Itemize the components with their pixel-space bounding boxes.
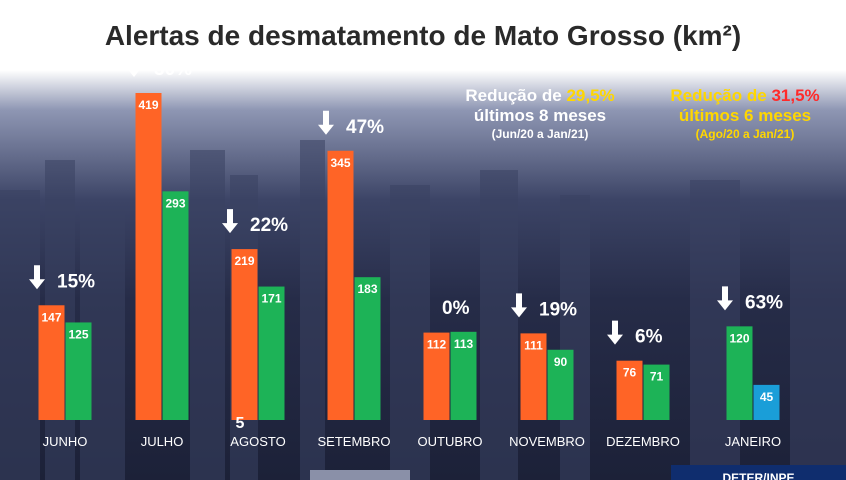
data-label-janeiro-1: 120 (729, 331, 749, 345)
chart-title: Alertas de desmatamento de Mato Grosso (… (104, 20, 742, 51)
change-label-janeiro: 63% (745, 292, 783, 313)
annotation-left-period: últimos 8 meses (473, 106, 607, 126)
annotation-left-value: 29,5% (566, 86, 615, 105)
bar-outubro-series-0 (423, 332, 450, 420)
data-label-setembro-1: 183 (357, 282, 377, 296)
bar-setembro-series-1 (354, 277, 381, 420)
tick-label-agosto: AGOSTO (230, 434, 285, 449)
tick-label-janeiro: JANEIRO (725, 434, 781, 449)
tick-label-julho: JULHO (141, 434, 184, 449)
tick-label-junho: JUNHO (43, 434, 88, 449)
data-label-julho-1: 293 (165, 196, 185, 210)
annotation-left-range: (Jun/20 a Jan/21) (491, 126, 589, 141)
data-label-junho-0: 147 (41, 310, 61, 324)
tick-label-setembro: SETEMBRO (318, 434, 391, 449)
data-label-novembro-1: 90 (554, 355, 568, 369)
data-label-agosto-1: 171 (261, 292, 281, 306)
data-label-agosto-0: 219 (234, 254, 254, 268)
down-arrow-icon (126, 53, 142, 77)
data-label-outubro-0: 112 (427, 338, 447, 352)
bar-julho-series-0 (135, 93, 162, 420)
bar-dezembro-series-1 (643, 364, 670, 420)
bar-setembro-series-0 (327, 150, 354, 421)
change-label-junho: 15% (57, 271, 95, 292)
bar-dezembro-series-0 (616, 360, 643, 420)
source-badge: DETER/INPE (671, 465, 846, 480)
data-label-junho-1: 125 (68, 327, 88, 341)
annotation-right-range: (Ago/20 a Jan/21) (695, 126, 795, 141)
down-arrow-icon (717, 286, 733, 311)
change-label-julho: 30% (154, 59, 192, 80)
bottom-strip (310, 470, 410, 480)
change-label-novembro: 19% (539, 299, 577, 320)
change-label-outubro: 0% (442, 298, 470, 319)
bar-agosto-series-0 (231, 249, 258, 420)
bar-agosto-series-1 (258, 286, 285, 420)
bar-novembro-series-0 (520, 333, 547, 420)
data-label-setembro-0: 345 (330, 156, 350, 170)
annotation-right-value: 31,5% (771, 86, 820, 105)
reduction-annotation-8-months: Redução de 29,5% últimos 8 meses (Jun/20… (440, 86, 640, 141)
tick-label-novembro: NOVEMBRO (509, 434, 585, 449)
bar-janeiro-series-1 (726, 326, 753, 420)
data-label-outubro-1: 113 (454, 337, 474, 351)
bar-julho-series-1 (162, 191, 189, 420)
annotation-right-prefix: Redução de (670, 86, 772, 105)
annotation-left-prefix: Redução de (465, 86, 567, 105)
change-label-setembro: 47% (346, 117, 384, 138)
data-label-janeiro-2: 45 (760, 390, 774, 404)
bar-outubro-series-1 (450, 331, 477, 420)
data-label-novembro-0: 111 (524, 338, 543, 352)
data-label-dezembro-0: 76 (623, 366, 637, 380)
change-label-dezembro: 6% (635, 327, 663, 348)
down-arrow-icon (511, 293, 527, 318)
data-label-julho-0: 419 (138, 98, 158, 112)
bar-janeiro-series-2 (753, 384, 780, 420)
tick-label-dezembro: DEZEMBRO (606, 434, 680, 449)
down-arrow-icon (318, 110, 334, 135)
stray-label: 5 (236, 415, 245, 432)
tick-label-outubro: OUTUBRO (418, 434, 483, 449)
bar-novembro-series-1 (547, 349, 574, 420)
reduction-annotation-6-months: Redução de 31,5% últimos 6 meses (Ago/20… (645, 86, 845, 141)
down-arrow-icon (607, 320, 623, 345)
bar-junho-series-1 (65, 322, 92, 420)
data-label-dezembro-1: 71 (650, 370, 664, 384)
annotation-right-period: últimos 6 meses (678, 106, 812, 126)
down-arrow-icon (29, 265, 45, 290)
change-label-agosto: 22% (250, 215, 288, 236)
bar-junho-series-0 (38, 305, 65, 420)
down-arrow-icon (222, 209, 238, 234)
